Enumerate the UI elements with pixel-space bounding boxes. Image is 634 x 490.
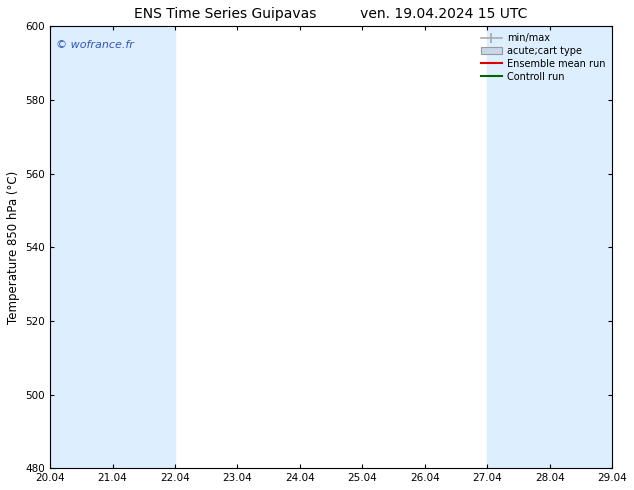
Bar xyxy=(612,26,634,468)
Bar xyxy=(550,26,612,468)
Title: ENS Time Series Guipavas          ven. 19.04.2024 15 UTC: ENS Time Series Guipavas ven. 19.04.2024… xyxy=(134,7,528,21)
Legend: min/max, acute;cart type, Ensemble mean run, Controll run: min/max, acute;cart type, Ensemble mean … xyxy=(477,29,609,86)
Bar xyxy=(50,26,113,468)
Text: © wofrance.fr: © wofrance.fr xyxy=(56,40,134,49)
Bar xyxy=(488,26,550,468)
Y-axis label: Temperature 850 hPa (°C): Temperature 850 hPa (°C) xyxy=(7,171,20,324)
Bar xyxy=(113,26,175,468)
